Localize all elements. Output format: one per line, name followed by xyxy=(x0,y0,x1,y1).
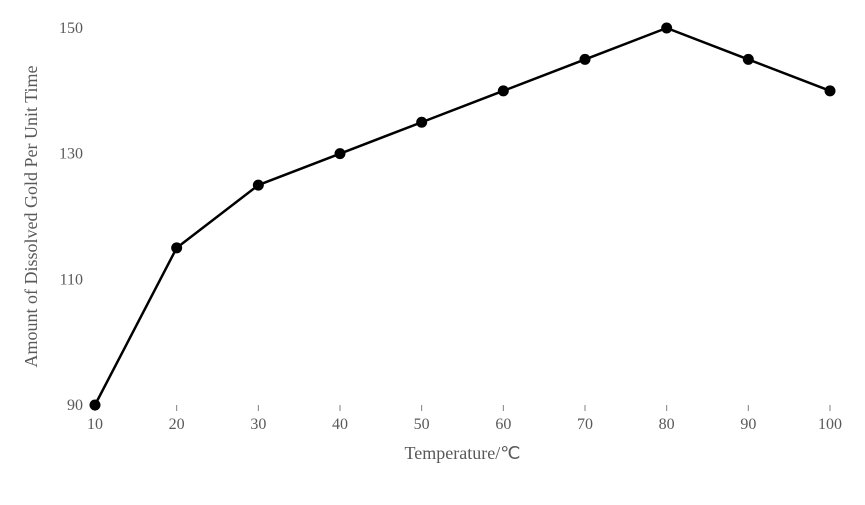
x-tick-label: 50 xyxy=(414,416,430,433)
x-tick-label: 60 xyxy=(495,416,511,433)
data-point xyxy=(90,400,101,411)
y-tick-label: 150 xyxy=(59,20,83,37)
data-point xyxy=(580,54,591,65)
data-point xyxy=(335,148,346,159)
data-point xyxy=(743,54,754,65)
x-tick-label: 90 xyxy=(740,416,756,433)
y-tick-label: 130 xyxy=(59,146,83,163)
x-tick-label: 20 xyxy=(169,416,185,433)
x-axis-label: Temperature/℃ xyxy=(405,443,521,463)
x-tick-label: 10 xyxy=(87,416,103,433)
chart-container: 10 20 30 40 50 60 70 80 90 100 90 110 130 150 Temperat… xyxy=(0,0,865,505)
y-axis-label: Amount of Dissolved Gold Per Unit Time xyxy=(21,65,41,367)
x-tick-label: 40 xyxy=(332,416,348,433)
data-point xyxy=(825,85,836,96)
x-tick-label: 70 xyxy=(577,416,593,433)
data-point xyxy=(171,242,182,253)
data-point xyxy=(498,85,509,96)
y-tick-label: 90 xyxy=(67,397,83,414)
data-point xyxy=(416,117,427,128)
x-tick-label: 100 xyxy=(818,416,842,433)
line-chart: 10 20 30 40 50 60 70 80 90 100 90 110 130 150 Temperat… xyxy=(0,0,865,505)
y-tick-label: 110 xyxy=(60,271,83,288)
data-point xyxy=(661,23,672,34)
x-tick-label: 30 xyxy=(250,416,266,433)
data-point xyxy=(253,180,264,191)
x-tick-label: 80 xyxy=(659,416,675,433)
